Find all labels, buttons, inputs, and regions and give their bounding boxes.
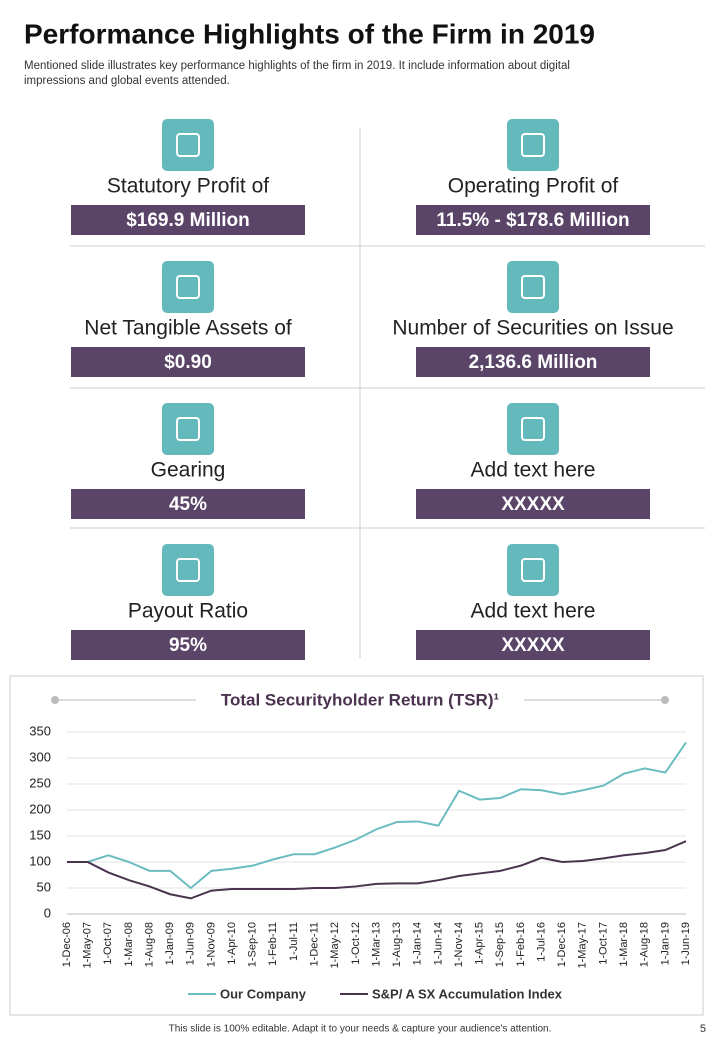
x-tick-label: 1-Dec-16 xyxy=(556,922,568,967)
x-tick-label: 1-Jan-19 xyxy=(659,922,671,965)
x-tick-label: 1-Apr-15 xyxy=(474,922,486,965)
x-tick-label: 1-Mar-08 xyxy=(123,922,135,967)
card-label: Payout Ratio xyxy=(128,600,248,623)
value-bar xyxy=(71,489,305,519)
card-icon xyxy=(162,119,214,171)
x-tick-label: 1-Jul-11 xyxy=(288,922,300,961)
y-tick-label: 250 xyxy=(29,775,51,790)
card-icon xyxy=(507,119,559,171)
x-tick-label: 1-Aug-08 xyxy=(143,922,155,967)
x-tick-label: 1-Dec-06 xyxy=(61,922,73,967)
chart-title: Total Securityholder Return (TSR)¹ xyxy=(221,690,500,709)
x-tick-label: 1-Jun-09 xyxy=(185,922,197,965)
card-value: $169.9 Million xyxy=(126,210,250,231)
subtitle: Mentioned slide illustrates key performa… xyxy=(24,60,570,72)
value-bar xyxy=(71,630,305,660)
icon-glyph xyxy=(176,417,200,441)
y-tick-label: 300 xyxy=(29,749,51,764)
value-bar xyxy=(71,205,305,235)
x-tick-label: 1-Mar-18 xyxy=(618,922,630,967)
card-value: $0.90 xyxy=(164,352,212,373)
data-line xyxy=(67,840,687,900)
title-dot xyxy=(661,696,669,704)
card-icon xyxy=(507,544,559,596)
x-tick-label: 1-Nov-09 xyxy=(205,922,217,967)
page-number: 5 xyxy=(700,1023,706,1035)
icon-glyph xyxy=(176,558,200,582)
x-tick-label: 1-Mar-13 xyxy=(370,922,382,967)
card-label: Number of Securities on Issue xyxy=(392,317,673,340)
x-tick-label: 1-Feb-11 xyxy=(267,922,279,966)
x-tick-label: 1-Jul-16 xyxy=(535,922,547,962)
icon-glyph xyxy=(521,275,545,299)
value-bar xyxy=(71,347,305,377)
x-tick-label: 1-May-12 xyxy=(329,922,341,968)
y-tick-label: 150 xyxy=(29,827,51,842)
y-tick-label: 200 xyxy=(29,801,51,816)
card-icon xyxy=(507,403,559,455)
legend-label: Our Company xyxy=(220,986,307,1001)
x-tick-label: 1-Jan-14 xyxy=(412,922,424,965)
y-tick-label: 350 xyxy=(29,723,51,738)
subtitle: impressions and global events attended. xyxy=(24,75,230,87)
card-value: XXXXX xyxy=(501,635,565,656)
value-bar xyxy=(416,630,650,660)
card-icon xyxy=(162,403,214,455)
card-label: Statutory Profit of xyxy=(107,175,269,198)
title-dot xyxy=(51,696,59,704)
x-tick-label: 1-Sep-10 xyxy=(247,922,259,967)
x-tick-label: 1-Sep-15 xyxy=(494,922,506,967)
card-value: 95% xyxy=(169,635,207,656)
x-tick-label: 1-Nov-14 xyxy=(453,922,465,967)
card-value: 45% xyxy=(169,494,207,515)
card-label: Operating Profit of xyxy=(448,175,619,198)
x-tick-label: 1-May-07 xyxy=(82,922,94,968)
x-tick-label: 1-Aug-13 xyxy=(391,922,403,967)
card-value: 2,136.6 Million xyxy=(469,352,598,373)
card-label: Add text here xyxy=(471,600,596,623)
x-tick-label: 1-May-17 xyxy=(577,922,589,968)
x-tick-label: 1-Apr-10 xyxy=(226,922,238,965)
x-tick-label: 1-Aug-18 xyxy=(639,922,651,967)
card-icon xyxy=(507,261,559,313)
icon-glyph xyxy=(521,558,545,582)
icon-glyph xyxy=(176,275,200,299)
footer-note: This slide is 100% editable. Adapt it to… xyxy=(169,1024,552,1035)
x-tick-label: 1-Jan-09 xyxy=(164,922,176,965)
card-icon xyxy=(162,261,214,313)
icon-glyph xyxy=(176,133,200,157)
card-label: Add text here xyxy=(471,459,596,482)
x-tick-label: 1-Oct-12 xyxy=(350,922,362,965)
icon-glyph xyxy=(521,417,545,441)
legend-label: S&P/ A SX Accumulation Index xyxy=(372,986,563,1001)
card-value: XXXXX xyxy=(501,494,565,515)
card-icon xyxy=(162,544,214,596)
x-tick-label: 1-Oct-17 xyxy=(597,922,609,965)
y-tick-label: 100 xyxy=(29,853,51,868)
x-tick-label: 1-Jun-14 xyxy=(432,922,444,965)
x-tick-label: 1-Oct-07 xyxy=(102,922,114,965)
data-line xyxy=(67,741,687,890)
card-label: Gearing xyxy=(151,459,226,482)
x-tick-label: 1-Feb-16 xyxy=(515,922,527,967)
x-tick-label: 1-Dec-11 xyxy=(309,922,321,966)
value-bar xyxy=(416,489,650,519)
value-bar xyxy=(416,347,650,377)
y-tick-label: 50 xyxy=(37,879,51,894)
x-tick-label: 1-Jun-19 xyxy=(680,922,692,965)
card-value: 11.5% - $178.6 Million xyxy=(436,210,629,231)
value-bar xyxy=(416,205,650,235)
y-tick-label: 0 xyxy=(44,905,51,920)
page-title: Performance Highlights of the Firm in 20… xyxy=(24,18,595,49)
icon-glyph xyxy=(521,133,545,157)
card-label: Net Tangible Assets of xyxy=(84,317,292,340)
